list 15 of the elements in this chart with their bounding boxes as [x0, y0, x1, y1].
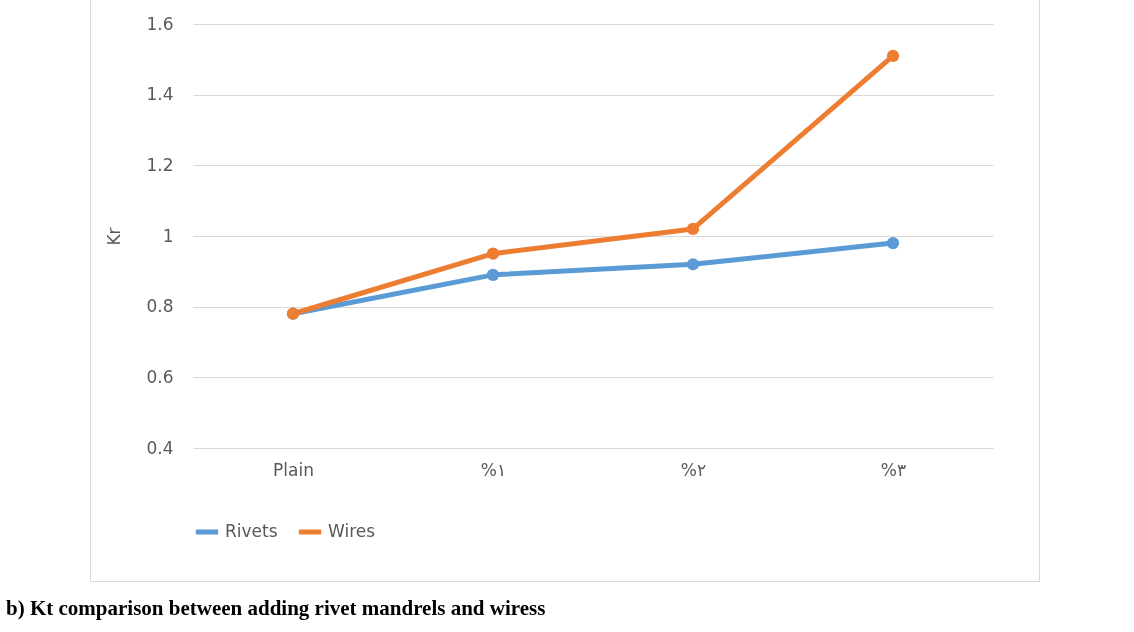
x-tick-label: %١ [480, 459, 507, 480]
y-tick-label: 0.4 [146, 437, 174, 458]
y-tick-label: 1 [162, 225, 174, 246]
text: b) Kt comparison between adding rivet mandrels and wiress [6, 596, 546, 621]
x-tick-label: Plain [273, 459, 314, 480]
x-tick-label: %٣ [880, 459, 907, 480]
x-tick-label: %٢ [680, 459, 707, 480]
legend-label: Rivets [225, 521, 278, 541]
y-tick-label: 0.8 [146, 296, 174, 317]
y-tick-label: 0.6 [146, 366, 174, 387]
y-tick-label: 1.2 [146, 154, 174, 175]
y-axis-title: Kr [104, 227, 125, 246]
y-tick-label: 1.4 [146, 84, 174, 105]
y-tick-label: 1.6 [146, 13, 174, 34]
legend-label: Wires [328, 521, 376, 541]
